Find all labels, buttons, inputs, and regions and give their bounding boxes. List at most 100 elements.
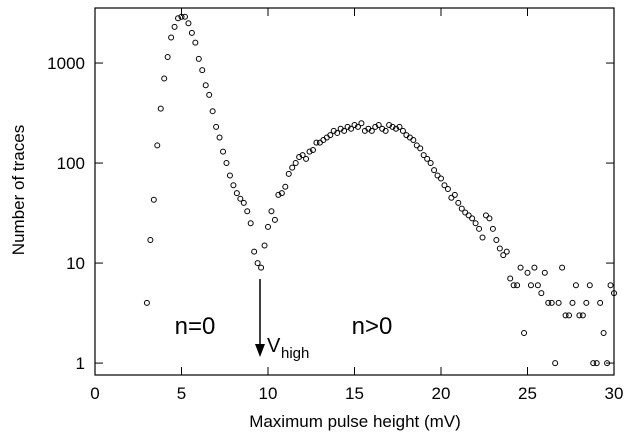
data-point xyxy=(313,139,320,146)
data-point xyxy=(586,282,593,289)
data-point xyxy=(552,360,559,367)
x-tick-label: 25 xyxy=(518,384,537,403)
data-point xyxy=(486,215,493,222)
data-point xyxy=(154,142,161,149)
data-point xyxy=(150,196,157,203)
data-point xyxy=(271,216,278,223)
data-point xyxy=(496,245,503,252)
data-point xyxy=(157,105,164,112)
data-point xyxy=(593,360,600,367)
data-point xyxy=(611,290,617,297)
data-point xyxy=(240,199,247,206)
data-point xyxy=(202,82,209,89)
data-point xyxy=(143,299,150,306)
arrowhead xyxy=(255,344,265,357)
data-point xyxy=(489,225,496,232)
x-tick-label: 30 xyxy=(605,384,624,403)
data-point xyxy=(545,299,552,306)
data-point xyxy=(168,34,175,41)
data-point xyxy=(538,290,545,297)
data-point xyxy=(285,170,292,177)
data-point xyxy=(541,269,548,276)
data-point xyxy=(521,329,528,336)
data-point xyxy=(579,312,586,319)
data-point xyxy=(188,29,195,36)
data-point xyxy=(431,167,438,174)
data-point xyxy=(583,299,590,306)
data-point xyxy=(399,127,406,134)
data-point xyxy=(265,223,271,230)
data-point xyxy=(261,242,268,249)
data-point xyxy=(566,312,573,319)
data-point xyxy=(289,164,296,171)
data-point xyxy=(510,282,517,289)
data-point xyxy=(569,299,576,306)
data-point xyxy=(382,127,389,134)
data-point xyxy=(348,125,355,132)
data-point xyxy=(493,237,500,244)
data-point xyxy=(517,264,524,271)
data-point xyxy=(396,123,403,130)
data-point xyxy=(181,13,188,20)
data-point xyxy=(171,23,178,30)
data-point xyxy=(458,205,465,212)
data-point xyxy=(341,127,348,134)
x-tick-label: 0 xyxy=(90,384,99,403)
data-point xyxy=(258,264,265,271)
data-point xyxy=(213,123,220,130)
annotation: n=0 xyxy=(175,313,216,340)
data-point xyxy=(199,67,206,74)
data-point xyxy=(254,260,261,267)
y-tick-label: 1000 xyxy=(47,54,85,73)
data-point xyxy=(327,132,334,139)
data-point xyxy=(476,225,483,232)
y-tick-label: 1 xyxy=(76,354,85,373)
data-point xyxy=(434,172,441,179)
x-tick-label: 5 xyxy=(177,384,186,403)
annotation: n>0 xyxy=(352,313,393,340)
data-point xyxy=(233,190,240,197)
data-point xyxy=(472,220,479,227)
data-point xyxy=(562,312,569,319)
data-point xyxy=(424,155,431,162)
data-point xyxy=(507,275,514,282)
data-point xyxy=(590,360,597,367)
annotation-subscript: high xyxy=(281,345,309,362)
data-point xyxy=(482,212,489,219)
data-point xyxy=(306,148,313,155)
data-point xyxy=(309,147,316,154)
data-point xyxy=(444,186,451,193)
data-point xyxy=(299,152,306,159)
data-point xyxy=(524,269,531,276)
data-point xyxy=(455,199,462,206)
x-axis-label: Maximum pulse height (mV) xyxy=(249,412,461,431)
data-point xyxy=(147,237,154,244)
data-point xyxy=(275,191,282,198)
data-point xyxy=(572,282,579,289)
data-point xyxy=(164,53,171,60)
data-point xyxy=(216,134,223,141)
data-point xyxy=(237,195,244,202)
data-point xyxy=(465,212,472,219)
data-point xyxy=(303,155,310,162)
x-tick-label: 10 xyxy=(259,384,278,403)
data-point xyxy=(175,15,182,22)
data-point xyxy=(559,264,566,271)
data-point xyxy=(185,20,192,27)
data-point xyxy=(161,75,168,82)
data-point xyxy=(514,282,521,289)
x-tick-label: 20 xyxy=(432,384,451,403)
data-point xyxy=(226,172,233,179)
data-point xyxy=(469,215,476,222)
data-point xyxy=(206,91,213,98)
data-point xyxy=(479,234,486,241)
data-point xyxy=(178,13,185,20)
data-point xyxy=(597,299,604,306)
data-point xyxy=(534,282,541,289)
data-point xyxy=(192,39,199,46)
data-point xyxy=(268,208,275,215)
x-tick-label: 15 xyxy=(345,384,364,403)
data-point xyxy=(223,160,230,167)
data-point xyxy=(316,139,323,146)
